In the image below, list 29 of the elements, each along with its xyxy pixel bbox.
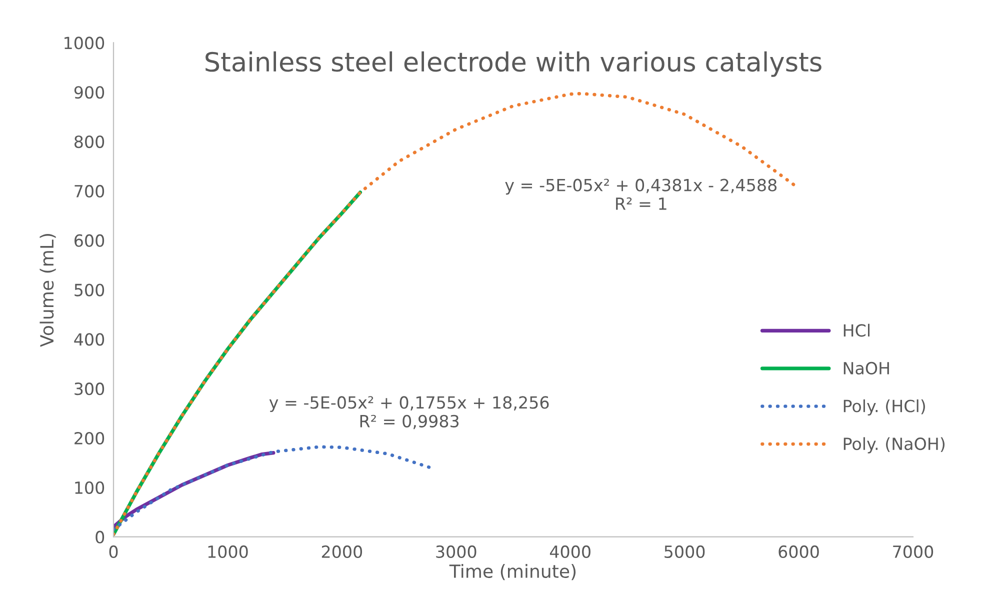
y-axis-title: Volume (mL): [40, 234, 56, 347]
x-tick-label: 1000: [208, 545, 248, 558]
line-series: [114, 92, 796, 536]
y-tick-label: 700: [74, 184, 104, 198]
y-tick-label: 200: [74, 432, 104, 445]
x-tick-label: 0: [109, 545, 118, 558]
annotation: y = -5E-05x² + 0,1755x + 18,256 R² = 0,9983: [269, 396, 549, 430]
y-tick-label: 1000: [64, 36, 104, 50]
y-tick-label: 400: [74, 333, 104, 346]
y-tick-label: 600: [74, 234, 104, 247]
chart-title: Stainless steel electrode with various catalysts: [206, 51, 822, 77]
x-tick-label: 2000: [322, 545, 362, 558]
legend-label: HCl: [844, 324, 870, 337]
y-tick-label: 300: [74, 382, 104, 396]
y-tick-label: 900: [74, 86, 104, 99]
y-tick-label: 800: [74, 135, 104, 148]
legend-label: Poly. (NaOH): [844, 437, 945, 454]
x-axis-title: Time (minute): [449, 564, 576, 580]
x-tick-label: 3000: [436, 545, 476, 558]
legend-label: NaOH: [844, 362, 889, 375]
y-tick-label: 500: [74, 284, 104, 296]
x-tick-label: 5000: [664, 545, 705, 558]
x-tick-label: 6000: [778, 545, 819, 558]
legend-label: Poly. (HCl): [844, 399, 925, 416]
x-tick-label: 4000: [550, 545, 590, 558]
y-tick-label: 0: [96, 530, 104, 544]
y-tick-label: 100: [75, 481, 104, 494]
x-tick-label: 7000: [893, 545, 934, 558]
annotation: y = -5E-05x² + 0,4381x - 2,4588 R² = 1: [505, 178, 777, 210]
